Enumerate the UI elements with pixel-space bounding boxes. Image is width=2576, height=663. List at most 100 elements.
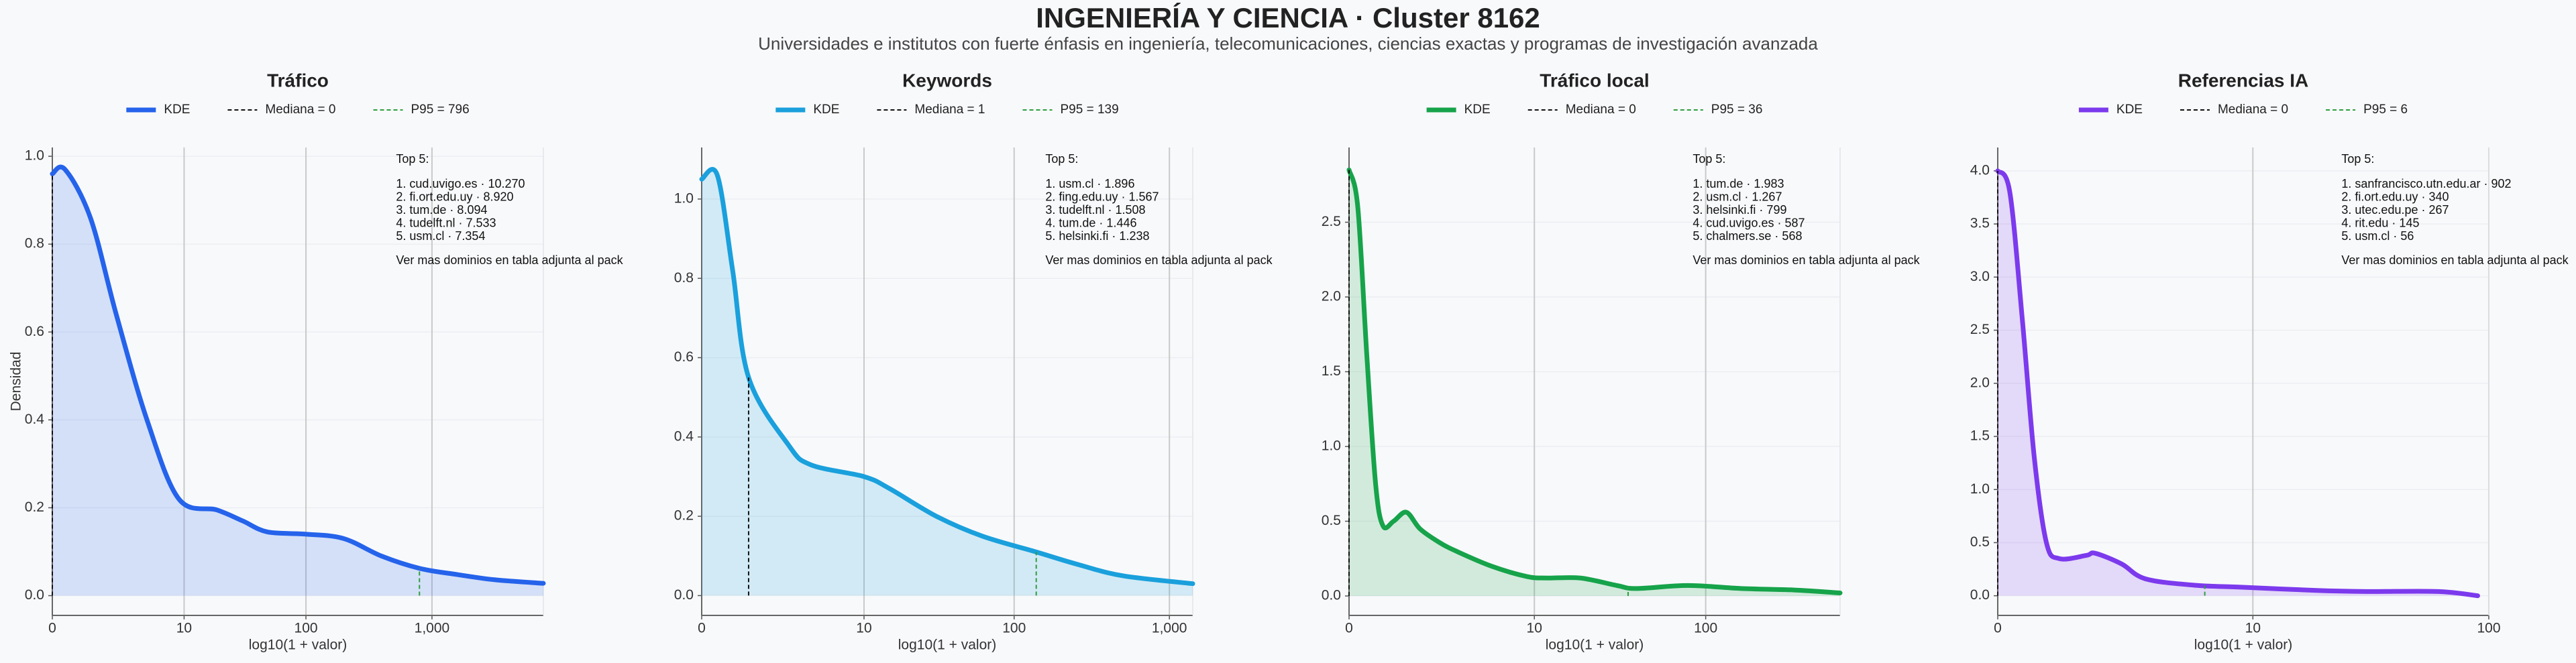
- figure-title: INGENIERÍA Y CIENCIA · Cluster 8162: [1036, 2, 1540, 34]
- y-tick-label: 0.2: [25, 499, 44, 515]
- x-tick-label: 0: [1345, 621, 1353, 636]
- y-tick-label: 2.5: [1970, 322, 1990, 337]
- x-tick-label: 10: [1527, 621, 1542, 636]
- legend-label: P95 = 36: [1711, 103, 1763, 117]
- panel: Tráfico 0.0 0.2 0.4 0.6 0.8 1.0 0 10 100 1,000 log1…: [9, 70, 624, 652]
- legend-label: Mediana = 0: [1566, 103, 1636, 117]
- annotation-item: 4. tum.de · 1.446: [1045, 216, 1136, 229]
- annotation-item: 2. fing.edu.uy · 1.567: [1045, 190, 1159, 203]
- annotation-item: 5. usm.cl · 56: [2341, 229, 2414, 243]
- y-tick-label: 0.2: [674, 508, 694, 524]
- y-tick-label: 1.5: [1322, 363, 1341, 379]
- y-tick-label: 1.0: [1322, 438, 1341, 454]
- kde-area: [1998, 170, 2478, 596]
- y-tick-label: 1.0: [674, 190, 694, 206]
- panel-title: Tráfico: [267, 70, 329, 91]
- annotation-item: 3. utec.edu.pe · 267: [2341, 203, 2449, 217]
- annotation-item: 3. tudelft.nl · 1.508: [1045, 203, 1145, 217]
- legend-label: KDE: [164, 103, 190, 117]
- panel: Keywords 0.0 0.2 0.4 0.6 0.8 1.0 0 10 100 1,000 log…: [674, 70, 1273, 652]
- panel-title: Keywords: [902, 70, 992, 91]
- annotation-item: 4. rit.edu · 145: [2341, 216, 2419, 229]
- x-tick-label: 10: [2245, 621, 2261, 636]
- annotation-title: Top 5:: [1693, 152, 1725, 166]
- kde-line: [1995, 168, 2480, 599]
- y-tick-label: 1.0: [25, 148, 44, 164]
- annotation-item: 4. cud.uvigo.es · 587: [1693, 216, 1805, 229]
- legend: KDE Mediana = 0 P95 = 36: [1426, 103, 1763, 117]
- annotation-title: Top 5:: [2341, 152, 2374, 166]
- kde-area: [702, 169, 1193, 596]
- legend: KDE Mediana = 0 P95 = 6: [2078, 103, 2408, 117]
- x-axis-label: log10(1 + valor): [2194, 638, 2293, 653]
- x-axis-label: log10(1 + valor): [249, 638, 347, 653]
- y-tick-label: 1.5: [1970, 428, 1990, 444]
- y-tick-label: 2.0: [1970, 375, 1990, 390]
- y-axis-label: Densidad: [9, 352, 24, 412]
- annotation-note: Ver mas dominios en tabla adjunta al pac…: [1045, 253, 1273, 267]
- x-tick-label: 1,000: [415, 621, 450, 636]
- y-tick-label: 0.4: [674, 428, 694, 444]
- legend: KDE Mediana = 1 P95 = 139: [775, 103, 1119, 117]
- y-tick-label: 0.8: [25, 236, 44, 251]
- legend-label: Mediana = 1: [914, 103, 985, 117]
- y-tick-label: 0.6: [674, 349, 694, 365]
- annotation-item: 3. helsinki.fi · 799: [1693, 203, 1786, 217]
- annotation-item: 5. helsinki.fi · 1.238: [1045, 229, 1149, 243]
- legend-label: KDE: [2116, 103, 2143, 117]
- annotation-item: 4. tudelft.nl · 7.533: [396, 216, 496, 229]
- annotation-item: 1. usm.cl · 1.896: [1045, 177, 1134, 190]
- annotation-item: 2. fi.ort.edu.uy · 8.920: [396, 190, 513, 203]
- x-axis-label: log10(1 + valor): [1546, 638, 1644, 653]
- x-tick-label: 100: [1002, 621, 1026, 636]
- y-tick-label: 1.0: [1970, 481, 1990, 497]
- y-tick-label: 4.0: [1970, 162, 1990, 178]
- x-axis-label: log10(1 + valor): [898, 638, 997, 653]
- legend-label: Mediana = 0: [265, 103, 335, 117]
- annotation-item: 3. tum.de · 8.094: [396, 203, 487, 217]
- legend-label: P95 = 796: [411, 103, 470, 117]
- kde-line: [50, 164, 546, 586]
- y-tick-label: 0.6: [25, 324, 44, 339]
- y-tick-label: 3.5: [1970, 216, 1990, 231]
- y-tick-label: 3.0: [1970, 269, 1990, 284]
- annotation-item: 1. cud.uvigo.es · 10.270: [396, 177, 525, 190]
- annotation-item: 5. chalmers.se · 568: [1693, 229, 1802, 243]
- annotation-note: Ver mas dominios en tabla adjunta al pac…: [1693, 253, 1920, 267]
- annotation-title: Top 5:: [1045, 152, 1078, 166]
- y-tick-label: 0.8: [674, 270, 694, 286]
- annotation-note: Ver mas dominios en tabla adjunta al pac…: [2341, 253, 2569, 267]
- panel-title: Referencias IA: [2178, 70, 2309, 91]
- legend-label: Mediana = 0: [2218, 103, 2288, 117]
- annotation-item: 5. usm.cl · 7.354: [396, 229, 485, 243]
- x-tick-label: 1,000: [1152, 621, 1187, 636]
- y-tick-label: 0.0: [1970, 587, 1990, 603]
- x-tick-label: 10: [856, 621, 871, 636]
- annotation-item: 2. usm.cl · 1.267: [1693, 190, 1782, 203]
- y-tick-label: 2.0: [1322, 289, 1341, 304]
- annotation-item: 1. tum.de · 1.983: [1693, 177, 1784, 190]
- legend-label: KDE: [1464, 103, 1491, 117]
- legend-label: P95 = 139: [1061, 103, 1119, 117]
- x-tick-label: 10: [176, 621, 192, 636]
- annotation-note: Ver mas dominios en tabla adjunta al pac…: [396, 253, 623, 267]
- x-tick-label: 0: [48, 621, 56, 636]
- kde-line: [699, 167, 1195, 587]
- annotation-title: Top 5:: [396, 152, 429, 166]
- panel-title: Tráfico local: [1540, 70, 1649, 91]
- y-tick-label: 0.4: [25, 412, 45, 427]
- y-tick-label: 2.5: [1322, 214, 1341, 229]
- panel: Tráfico local 0.0 0.5 1.0 1.5 2.0 2.5 0 10 100 log…: [1322, 70, 1921, 652]
- annotation-item: 2. fi.ort.edu.uy · 340: [2341, 190, 2449, 203]
- x-tick-label: 100: [294, 621, 318, 636]
- y-tick-label: 0.5: [1970, 534, 1990, 550]
- y-tick-label: 0.0: [1322, 588, 1341, 603]
- y-tick-label: 0.0: [25, 587, 44, 603]
- legend: KDE Mediana = 0 P95 = 796: [126, 103, 470, 117]
- x-tick-label: 0: [698, 621, 706, 636]
- y-tick-label: 0.5: [1322, 513, 1341, 528]
- figure-subtitle: Universidades e institutos con fuerte én…: [758, 34, 1818, 54]
- kde-area: [1349, 170, 1840, 597]
- legend-label: P95 = 6: [2363, 103, 2408, 117]
